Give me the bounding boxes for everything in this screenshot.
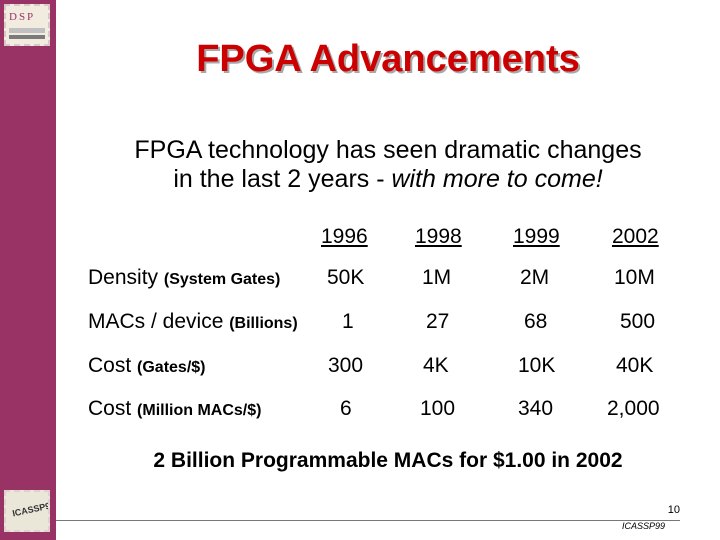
row-label-text: MACs / device — [88, 310, 224, 333]
slide-subtitle: FPGA technology has seen dramatic change… — [56, 136, 720, 194]
icassp-logo-text: ICASSP99 — [11, 499, 50, 519]
row-label-cost-gates: Cost (Gates/$) — [88, 354, 206, 378]
row-label-density: Density (System Gates) — [88, 266, 280, 290]
table-cell: 10K — [518, 354, 556, 377]
subtitle-line-1: FPGA technology has seen dramatic change… — [134, 136, 642, 164]
row-label-text: Cost — [88, 397, 132, 420]
table-cell: 68 — [524, 310, 548, 333]
logo-bar — [9, 28, 45, 33]
table-cell: 1M — [422, 266, 452, 289]
table-cell: 10M — [614, 266, 655, 289]
table-cell: 6 — [340, 397, 352, 420]
dsp-logo-text: DSP — [9, 11, 36, 23]
row-label-cost-macs: Cost (Million MACs/$) — [88, 397, 261, 421]
year-header: 2002 — [612, 225, 659, 248]
slide-title: FPGA Advancements — [196, 38, 580, 80]
row-label-text: Density — [88, 266, 159, 289]
subtitle-plain: in the last 2 years - — [173, 165, 392, 193]
table-cell: 300 — [328, 354, 364, 377]
icassp-logo: ICASSP99 — [4, 490, 50, 532]
year-header: 1999 — [513, 225, 560, 248]
table-cell: 1 — [342, 310, 354, 333]
table-cell: 50K — [327, 266, 365, 289]
table-cell: 2,000 — [607, 397, 660, 420]
table-cell: 340 — [518, 397, 554, 420]
subtitle-italic: with more to come! — [391, 165, 603, 193]
sidebar: DSP ICASSP99 — [0, 0, 56, 540]
table-cell: 2M — [520, 266, 550, 289]
table-cell: 40K — [616, 354, 654, 377]
footer-statement: 2 Billion Programmable MACs for $1.00 in… — [153, 449, 623, 472]
row-label-text: Cost — [88, 354, 132, 377]
dsp-logo: DSP — [4, 4, 50, 46]
subtitle-line-2: in the last 2 years - with more to come! — [56, 165, 720, 194]
row-unit: (Million MACs/$) — [137, 402, 262, 419]
table-cell: 4K — [423, 354, 449, 377]
year-header: 1998 — [415, 225, 462, 248]
row-label-macs: MACs / device (Billions) — [88, 310, 298, 334]
table-cell: 100 — [420, 397, 456, 420]
table-cell: 500 — [620, 310, 656, 333]
conference-label: ICASSP99 — [622, 521, 666, 531]
page-number: 10 — [667, 504, 680, 516]
row-unit: (System Gates) — [163, 271, 281, 288]
logo-bar — [9, 35, 45, 39]
row-unit: (Gates/$) — [137, 359, 206, 376]
year-header: 1996 — [321, 225, 368, 248]
table-cell: 27 — [426, 310, 450, 333]
row-unit: (Billions) — [229, 315, 298, 332]
footer-divider — [56, 520, 680, 521]
